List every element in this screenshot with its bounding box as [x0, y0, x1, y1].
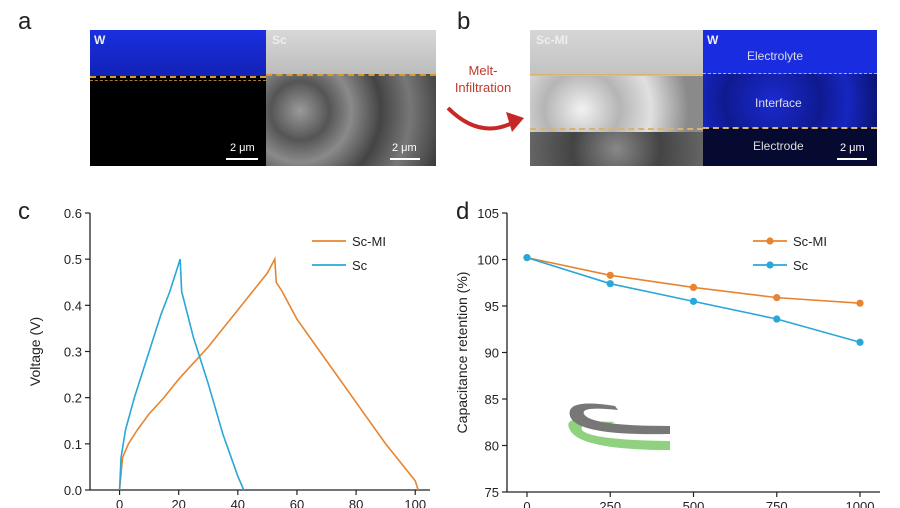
- series-line-sc-mi: [526, 256, 861, 305]
- y-tick-label: 0.6: [64, 206, 82, 221]
- y-tick-label: 100: [477, 253, 499, 268]
- panel-label-b: b: [457, 8, 471, 35]
- y-tick-label: 105: [477, 206, 499, 221]
- series-line-sc: [118, 258, 245, 491]
- arrow-icon: [446, 106, 524, 132]
- chart-d-retention: 75 80 85 90 95 100 105 0 250 500 750 1000 Capacitanc…: [454, 206, 880, 508]
- panel-b-scmi-label: Sc-MI: [536, 33, 569, 47]
- x-tick-label: 500: [683, 499, 705, 508]
- x-tick-label: 750: [766, 499, 788, 508]
- y-tick-label: 0.5: [64, 252, 82, 267]
- data-point-sc: [856, 338, 864, 346]
- chart-c-voltage: 0.0 0.1 0.2 0.3 0.4 0.5 0.6 0 20 40 60 80 100 Voltage…: [27, 206, 430, 508]
- device-illustration-top: [569, 403, 670, 435]
- panel-b-scale: 2 μm: [840, 142, 865, 154]
- panel-label-d: d: [456, 198, 470, 225]
- panel-a-sem-image: Sc 2 μm: [266, 30, 436, 166]
- legend-marker: [766, 237, 774, 245]
- data-point-sc-mi: [773, 294, 781, 302]
- panel-label-a: a: [18, 8, 32, 35]
- panel-a-sc-label: Sc: [272, 33, 287, 47]
- y-tick-label: 85: [485, 392, 499, 407]
- y-tick-label: 0.4: [64, 298, 82, 313]
- data-point-sc: [523, 254, 531, 262]
- y-tick-label: 0.1: [64, 437, 82, 452]
- x-tick-label: 40: [231, 497, 245, 508]
- panel-b-sem-image: Sc-MI: [530, 30, 703, 166]
- data-point-sc: [773, 315, 781, 323]
- series-line-sc-mi: [118, 256, 419, 491]
- data-point-sc: [689, 297, 698, 305]
- y-tick-label: 90: [485, 346, 499, 361]
- y-tick-label: 95: [485, 299, 499, 314]
- data-point-sc-mi: [689, 283, 698, 291]
- y-tick-label: 75: [485, 485, 499, 500]
- data-point-sc-mi: [606, 271, 614, 279]
- legend-marker: [766, 261, 774, 269]
- y-axis-label: Capacitance retention (%): [454, 272, 470, 434]
- scale-bar: [226, 158, 258, 160]
- y-axis-label: Voltage (V): [27, 317, 43, 386]
- zone-interface: Interface: [755, 96, 802, 110]
- legend-label-sc-mi: Sc-MI: [352, 234, 386, 249]
- x-tick-label: 60: [290, 497, 304, 508]
- panel-a-scale-left: 2 μm: [230, 142, 255, 154]
- scale-bar: [390, 158, 420, 160]
- panel-label-c: c: [18, 198, 30, 225]
- data-point-sc: [606, 280, 614, 288]
- scale-bar: [837, 158, 867, 160]
- panel-a-scale-right: 2 μm: [392, 142, 417, 154]
- y-tick-label: 80: [485, 439, 499, 454]
- panel-a-w-label: W: [94, 33, 106, 47]
- x-tick-label: 80: [349, 497, 363, 508]
- legend-label-sc-mi: Sc-MI: [793, 234, 827, 249]
- y-tick-label: 0.2: [64, 391, 82, 406]
- zone-electrode: Electrode: [753, 139, 804, 153]
- x-tick-label: 0: [523, 499, 530, 508]
- x-tick-label: 1000: [846, 499, 875, 508]
- panel-a-edx-map: W 2 μm: [90, 30, 266, 166]
- x-tick-label: 250: [599, 499, 621, 508]
- x-tick-label: 0: [116, 497, 123, 508]
- x-tick-label: 100: [404, 497, 426, 508]
- data-point-sc-mi: [856, 299, 864, 307]
- x-tick-label: 20: [171, 497, 185, 508]
- device-illustration: [568, 419, 670, 450]
- panel-b-edx-map: W Electrolyte Interface Electrode 2 μm: [703, 30, 877, 166]
- y-tick-label: 0.0: [64, 483, 82, 498]
- melt-infiltration-text: Melt- Infiltration: [454, 63, 512, 95]
- legend-label-sc: Sc: [793, 258, 809, 273]
- y-tick-label: 0.3: [64, 345, 82, 360]
- zone-electrolyte: Electrolyte: [747, 49, 804, 63]
- panel-b-w-label: W: [707, 33, 719, 47]
- legend-label-sc: Sc: [352, 258, 368, 273]
